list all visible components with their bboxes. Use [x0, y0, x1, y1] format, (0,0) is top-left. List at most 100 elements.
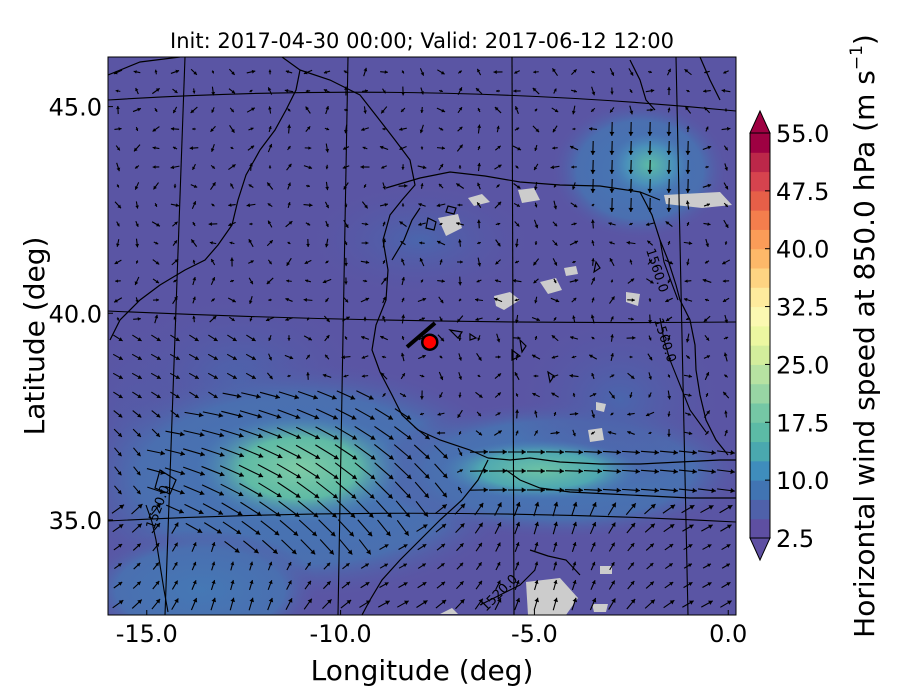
wind-vector [295, 444, 321, 460]
wind-vector-head [268, 298, 271, 302]
wind-vector-head [405, 512, 410, 518]
wind-vector-head [496, 580, 501, 585]
wind-vector-head [155, 241, 159, 245]
wind-vector-head [724, 242, 728, 245]
wind-vector-head [386, 512, 392, 518]
wind-vector-head [401, 166, 405, 170]
wind-vector-head [724, 224, 729, 228]
wind-vector-head [514, 70, 518, 74]
wind-vector-head [343, 185, 348, 190]
wind-vector-head [370, 435, 376, 440]
wind-vector-head [313, 394, 318, 400]
wind-vector-head [648, 259, 652, 263]
wind-vector-head [211, 91, 216, 96]
wind-vector-head [497, 522, 502, 527]
wind-vector-head [494, 107, 499, 111]
wind-vector-head [458, 486, 462, 491]
wind-vector-head [326, 581, 331, 586]
wind-vector-head [422, 354, 426, 359]
wind-vector-head [422, 582, 427, 586]
wind-vector-head [211, 542, 216, 547]
wind-vector-head [688, 393, 692, 397]
wind-vector-head [692, 468, 697, 475]
y-axis: 35.0 40.0 45.0 [49, 94, 113, 535]
wind-vector-head [135, 299, 139, 303]
wind-vector-head [404, 530, 409, 536]
wind-vector-head [483, 487, 488, 493]
wind-vector-head [257, 413, 263, 419]
wind-vector-head [477, 182, 481, 187]
wind-vector-head [341, 355, 345, 360]
wind-vector-head [512, 278, 517, 283]
colorbar-label: Horizontal wind speed at 850.0 hPa (m s−… [847, 34, 881, 638]
wind-vector-head [361, 335, 365, 340]
wind-vector-head [116, 243, 120, 247]
wind-vector-head [724, 203, 728, 207]
wind-vector-head [249, 280, 253, 285]
wind-vector-head [175, 337, 180, 341]
wind-vector-head [344, 86, 348, 90]
wind-vector-head [418, 222, 422, 226]
wind-vector-head [251, 107, 255, 112]
colorbar-tick-label: 32.5 [776, 294, 829, 322]
wind-vector-head [456, 183, 461, 187]
wind-vector-head [532, 87, 537, 92]
wind-vector-head [249, 163, 253, 167]
wind-vector-head [497, 373, 502, 377]
wind-vector-head [458, 452, 463, 456]
wind-vector-head [688, 524, 694, 529]
wind-vector [334, 444, 358, 460]
wind-vector-head [685, 169, 691, 174]
wind-vector-head [134, 186, 139, 190]
wind-vector-head [478, 542, 482, 547]
wind-vector-head [331, 512, 337, 518]
wind-vector-head [704, 298, 708, 302]
wind-vector-head [116, 318, 120, 321]
wind-vector-head [133, 70, 137, 74]
wind-vector-head [494, 279, 499, 283]
wind-vector-head [420, 91, 424, 95]
wind-vector-head [152, 146, 156, 150]
wind-vector [354, 444, 376, 460]
wind-vector-head [424, 434, 430, 440]
wind-vector-head [555, 430, 560, 435]
wind-vector-head [685, 338, 690, 343]
wind-vector-head [722, 260, 726, 265]
wind-vector-head [516, 185, 521, 189]
wind-vector-head [364, 89, 368, 93]
wind-vector-head [369, 415, 375, 420]
wind-vector-head [724, 147, 728, 151]
wind-vector-head [687, 412, 691, 416]
wind-vector-head [249, 89, 253, 93]
wind-vector-head [534, 501, 540, 507]
wind-vector-head [118, 600, 124, 605]
wind-vector-head [649, 70, 652, 74]
wind-vector-head [307, 317, 310, 321]
wind-vector-head [534, 108, 538, 112]
wind-vector-head [324, 243, 329, 248]
wind-vector [258, 482, 282, 498]
wind-vector [219, 465, 245, 477]
wind-vector-head [306, 372, 310, 376]
wind-vector-head [384, 563, 388, 568]
wind-vector-head [137, 599, 142, 605]
wind-vector-head [137, 337, 142, 341]
wind-vector-head [400, 241, 404, 245]
wind-vector-head [478, 241, 481, 245]
wind-vector [278, 500, 300, 518]
wind-vector-head [591, 561, 596, 566]
wind-vector-head [314, 474, 320, 479]
wind-vector-head [135, 243, 140, 248]
wind-vector-head [611, 374, 615, 378]
colorbar-segment [750, 441, 770, 462]
wind-vector-head [475, 88, 480, 92]
wind-vector-head [175, 356, 180, 360]
wind-vector-head [533, 280, 537, 284]
wind-vector-head [555, 298, 560, 303]
wind-vector-head [441, 599, 447, 605]
wind-vector-head [248, 184, 252, 188]
wind-vector-head [137, 413, 142, 418]
wind-vector-head [478, 394, 483, 398]
wind-vector-head [609, 169, 615, 174]
wind-vector-head [325, 299, 329, 303]
